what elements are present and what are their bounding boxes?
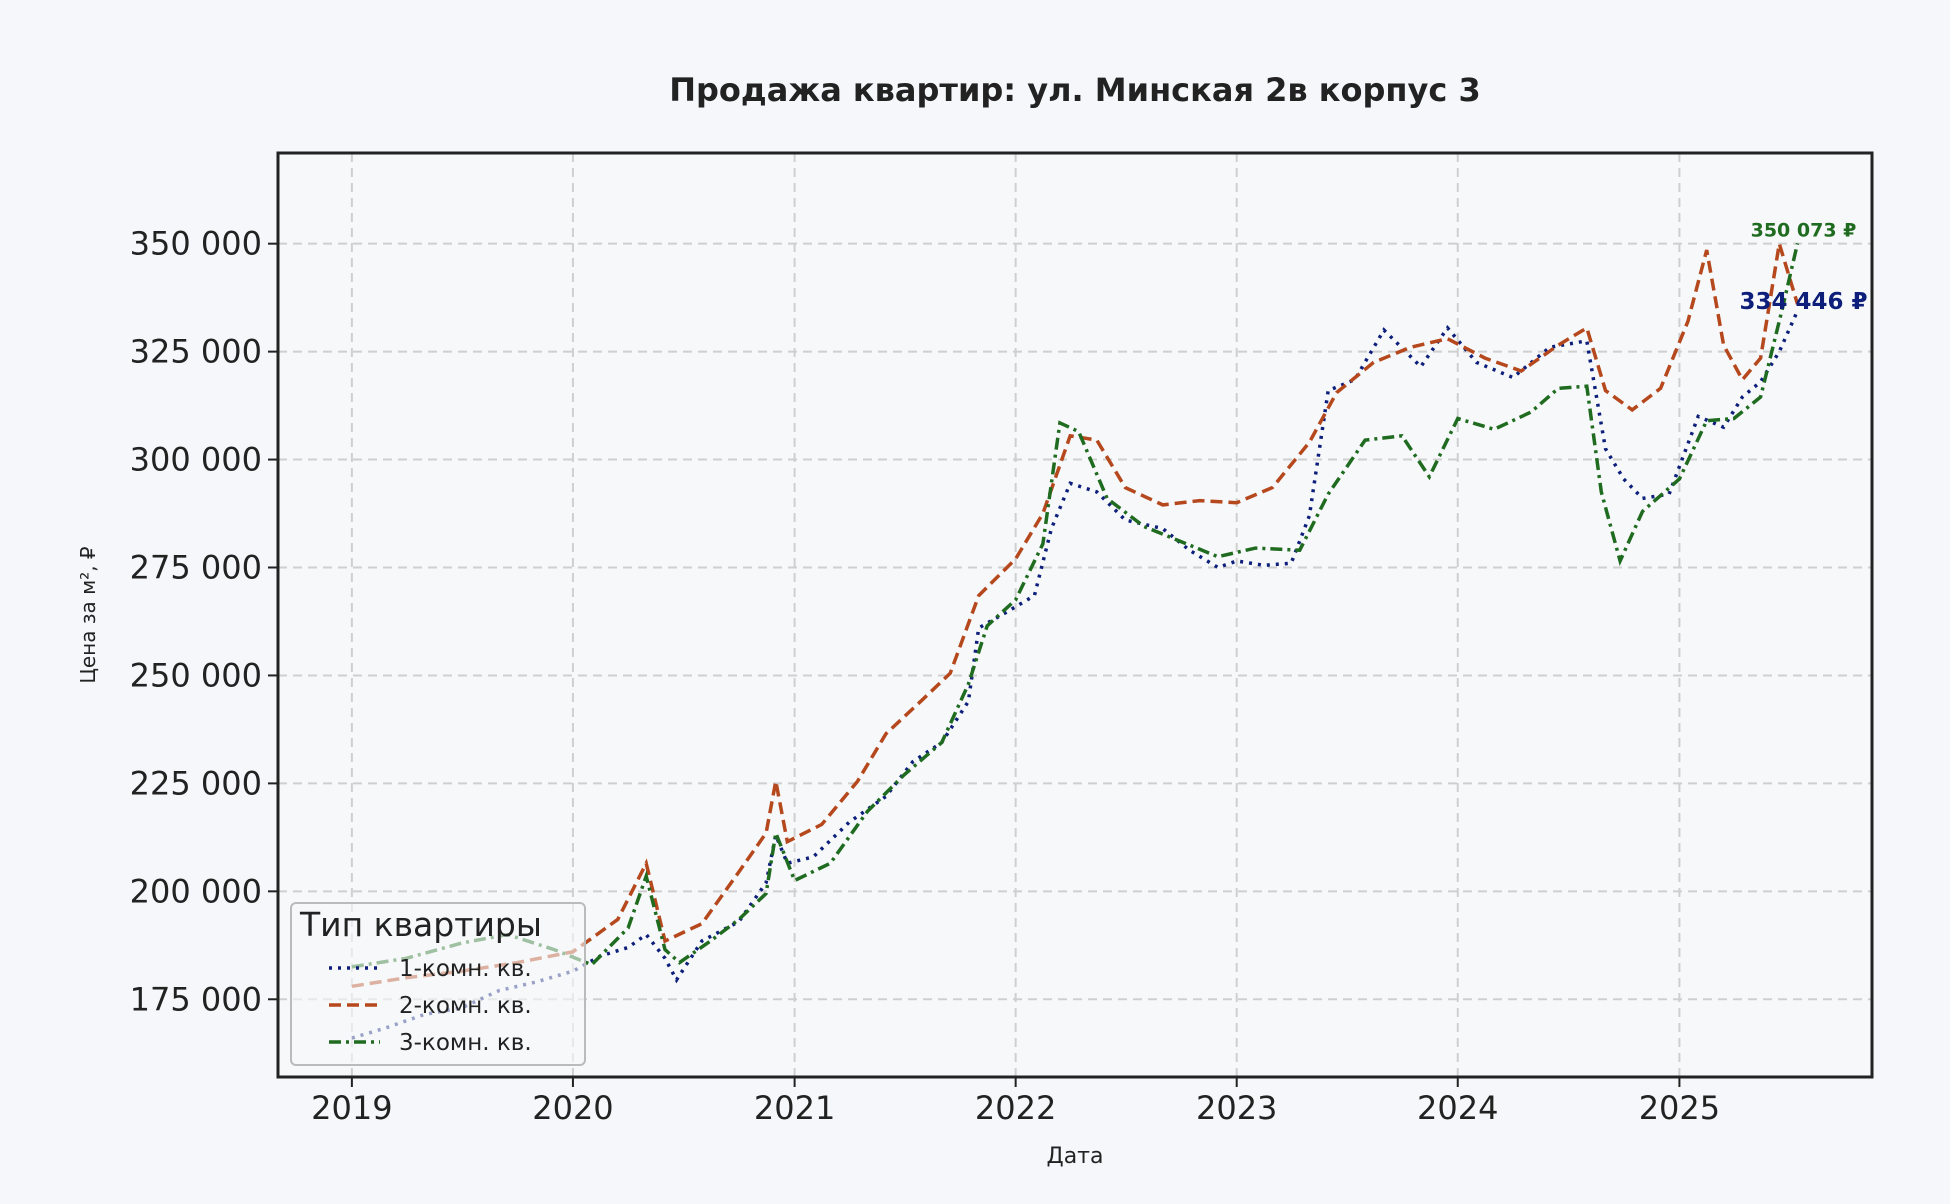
legend-label: 1-комн. кв. (399, 956, 532, 982)
legend-label: 3-комн. кв. (399, 1030, 532, 1056)
x-tick-label: 2023 (1196, 1089, 1277, 1127)
y-axis: 175 000 200 000 225 000 250 000 275 000 300 0… (130, 225, 278, 1018)
y-tick-label: 350 000 (130, 225, 262, 263)
y-tick-label: 325 000 (130, 333, 262, 371)
series-layer (351, 243, 1800, 1040)
y-tick-label: 225 000 (130, 764, 262, 802)
y-axis-label: Цена за м², ₽ (76, 546, 100, 684)
data-label: 334 446 ₽ (1739, 289, 1867, 315)
x-tick-label: 2024 (1417, 1089, 1498, 1127)
y-tick-label: 175 000 (130, 980, 262, 1018)
y-tick-label: 200 000 (130, 872, 262, 910)
x-tick-label: 2019 (311, 1089, 392, 1127)
x-axis: 2019 2020 2021 2022 2023 2024 2025 (311, 1077, 1720, 1127)
y-tick-label: 300 000 (130, 441, 262, 479)
y-tick-label: 275 000 (130, 549, 262, 587)
legend-label: 2-комн. кв. (399, 993, 532, 1019)
grid (278, 153, 1872, 1077)
legend: Тип квартиры 1-комн. кв. 2-комн. кв. 3-ком… (290, 902, 586, 1066)
legend-title: Тип квартиры (299, 905, 542, 944)
x-tick-label: 2022 (975, 1089, 1056, 1127)
x-tick-label: 2025 (1639, 1089, 1720, 1127)
series-line (351, 243, 1800, 969)
plot-frame (276, 151, 1874, 1079)
annotations: 350 073 ₽ 334 446 ₽ (1739, 219, 1867, 314)
legend-box (290, 902, 586, 1066)
x-tick-label: 2021 (754, 1089, 835, 1127)
chart-title: Продажа квартир: ул. Минская 2в корпус 3 (669, 71, 1481, 109)
y-tick-label: 250 000 (130, 656, 262, 694)
x-axis-label: Дата (1047, 1144, 1104, 1169)
series-line (351, 310, 1800, 1040)
data-label: 350 073 ₽ (1751, 219, 1857, 241)
series-line (351, 243, 1800, 989)
x-tick-label: 2020 (532, 1089, 613, 1127)
